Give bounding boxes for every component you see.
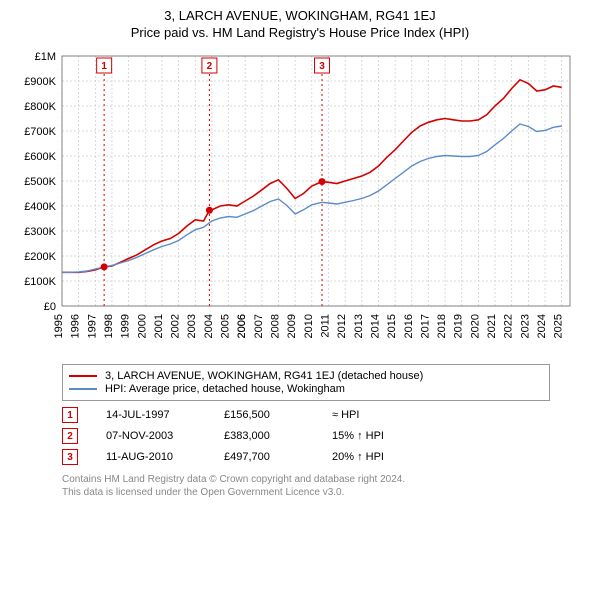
attribution-line: Contains HM Land Registry data © Crown c… [62,473,550,486]
sale-price: £383,000 [224,430,304,442]
svg-text:2013: 2013 [353,314,365,338]
attribution-line: This data is licensed under the Open Gov… [62,486,550,499]
svg-text:1997: 1997 [86,314,98,338]
sale-price: £497,700 [224,451,304,463]
sale-hpi-relation: 20% ↑ HPI [332,451,422,463]
svg-text:£0: £0 [44,301,56,313]
legend-label: HPI: Average price, detached house, Woki… [105,383,345,395]
svg-text:£200K: £200K [24,251,56,263]
svg-text:£800K: £800K [24,101,56,113]
svg-text:2005: 2005 [220,314,232,338]
svg-text:2023: 2023 [519,314,531,338]
svg-text:2024: 2024 [536,314,548,338]
line-chart-svg: £0 £100K £200K £300K £400K £500K £600K £700K £80… [10,48,590,358]
svg-text:1995: 1995 [53,314,65,338]
sales-row: 3 11-AUG-2010 £497,700 20% ↑ HPI [62,449,550,465]
svg-text:2006: 2006 [236,314,248,338]
svg-text:2012: 2012 [336,314,348,338]
legend-item: 3, LARCH AVENUE, WOKINGHAM, RG41 1EJ (de… [69,370,543,382]
svg-text:3: 3 [319,61,325,72]
svg-text:2002: 2002 [170,314,182,338]
svg-text:2020: 2020 [469,314,481,338]
attribution: Contains HM Land Registry data © Crown c… [62,473,550,499]
legend: 3, LARCH AVENUE, WOKINGHAM, RG41 1EJ (de… [62,364,550,401]
svg-text:2021: 2021 [486,314,498,338]
legend-item: HPI: Average price, detached house, Woki… [69,383,543,395]
sale-hpi-relation: 15% ↑ HPI [332,430,422,442]
legend-swatch [69,375,97,377]
svg-text:1: 1 [101,61,107,72]
svg-text:2: 2 [207,61,213,72]
svg-text:£500K: £500K [24,176,56,188]
sale-date: 11-AUG-2010 [106,451,196,463]
svg-text:1996: 1996 [70,314,82,338]
title-subtitle: Price paid vs. HM Land Registry's House … [10,25,590,40]
svg-text:2003: 2003 [186,314,198,338]
sale-marker-icon: 3 [62,449,78,465]
sales-table: 1 14-JUL-1997 £156,500 ≈ HPI 2 07-NOV-20… [62,407,550,465]
svg-text:2000: 2000 [136,314,148,338]
svg-text:2010: 2010 [303,314,315,338]
legend-swatch [69,388,97,390]
svg-text:2025: 2025 [553,314,565,338]
svg-text:2008: 2008 [270,314,282,338]
svg-text:2015: 2015 [386,314,398,338]
svg-text:2018: 2018 [436,314,448,338]
sale-date: 14-JUL-1997 [106,409,196,421]
svg-text:£600K: £600K [24,151,56,163]
sales-row: 2 07-NOV-2003 £383,000 15% ↑ HPI [62,428,550,444]
svg-text:2019: 2019 [453,314,465,338]
svg-text:£400K: £400K [24,201,56,213]
chart-container: 3, LARCH AVENUE, WOKINGHAM, RG41 1EJ Pri… [0,0,600,511]
sale-hpi-relation: ≈ HPI [332,409,422,421]
svg-text:2009: 2009 [286,314,298,338]
sale-date: 07-NOV-2003 [106,430,196,442]
title-block: 3, LARCH AVENUE, WOKINGHAM, RG41 1EJ Pri… [10,8,590,40]
svg-text:1999: 1999 [120,314,132,338]
sale-marker-icon: 2 [62,428,78,444]
svg-text:£300K: £300K [24,226,56,238]
chart-area: £0 £100K £200K £300K £400K £500K £600K £700K £80… [10,48,590,358]
sales-row: 1 14-JUL-1997 £156,500 ≈ HPI [62,407,550,423]
svg-text:£700K: £700K [24,126,56,138]
svg-text:2011: 2011 [319,314,331,338]
sale-price: £156,500 [224,409,304,421]
title-address: 3, LARCH AVENUE, WOKINGHAM, RG41 1EJ [10,8,590,23]
svg-text:2022: 2022 [503,314,515,338]
svg-text:2004: 2004 [203,314,215,338]
svg-text:2016: 2016 [403,314,415,338]
svg-text:2001: 2001 [153,314,165,338]
svg-text:1998: 1998 [103,314,115,338]
svg-text:2017: 2017 [419,314,431,338]
svg-text:£100K: £100K [24,276,56,288]
legend-label: 3, LARCH AVENUE, WOKINGHAM, RG41 1EJ (de… [105,370,423,382]
svg-text:£1M: £1M [35,51,56,63]
svg-text:2014: 2014 [369,314,381,338]
svg-text:2007: 2007 [253,314,265,338]
sale-marker-icon: 1 [62,407,78,423]
svg-text:£900K: £900K [24,76,56,88]
